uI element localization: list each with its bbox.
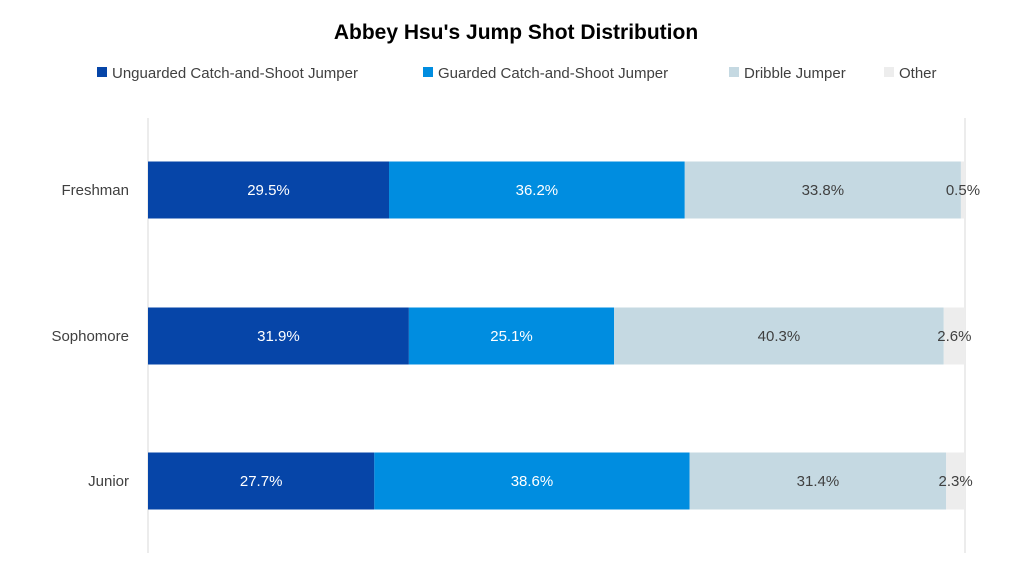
- bar-segment: [148, 161, 390, 219]
- bar-segment: [148, 307, 409, 365]
- bar-segment: [148, 452, 375, 510]
- data-label: 38.6%: [511, 473, 554, 490]
- data-label: 31.4%: [797, 473, 840, 490]
- legend-swatch: [729, 67, 739, 77]
- category-labels: Freshman Sophomore Junior: [51, 182, 129, 490]
- legend-label: Dribble Jumper: [744, 65, 846, 82]
- bar-segment: [684, 161, 961, 219]
- bars: 29.5% 36.2% 33.8% 0.5% 31.9% 25.1% 40.3% 2.6% 27…: [148, 161, 980, 510]
- data-label: 0.5%: [946, 182, 980, 199]
- bar-segment: [946, 452, 965, 510]
- bar-segment: [614, 307, 944, 365]
- legend: Unguarded Catch-and-Shoot Jumper Guarded …: [97, 65, 937, 82]
- category-label: Freshman: [61, 182, 129, 199]
- legend-label: Unguarded Catch-and-Shoot Jumper: [112, 65, 358, 82]
- legend-swatch: [884, 67, 894, 77]
- data-label: 31.9%: [257, 328, 300, 345]
- bar-segment: [943, 307, 965, 365]
- legend-swatch: [97, 67, 107, 77]
- data-label: 40.3%: [758, 328, 801, 345]
- data-label: 2.3%: [939, 473, 973, 490]
- bar-segment: [374, 452, 690, 510]
- category-label: Sophomore: [51, 328, 129, 345]
- data-label: 2.6%: [937, 328, 971, 345]
- data-label: 36.2%: [516, 182, 559, 199]
- legend-label: Guarded Catch-and-Shoot Jumper: [438, 65, 668, 82]
- bar-segment: [389, 161, 685, 219]
- data-label: 25.1%: [490, 328, 533, 345]
- bar-segment: [960, 161, 965, 219]
- data-label: 27.7%: [240, 473, 283, 490]
- data-label: 29.5%: [247, 182, 290, 199]
- data-label: 33.8%: [802, 182, 845, 199]
- category-label: Junior: [88, 473, 129, 490]
- legend-label: Other: [899, 65, 937, 82]
- chart-title: Abbey Hsu's Jump Shot Distribution: [334, 21, 698, 44]
- legend-swatch: [423, 67, 433, 77]
- bar-segment: [689, 452, 947, 510]
- bar-segment: [408, 307, 615, 365]
